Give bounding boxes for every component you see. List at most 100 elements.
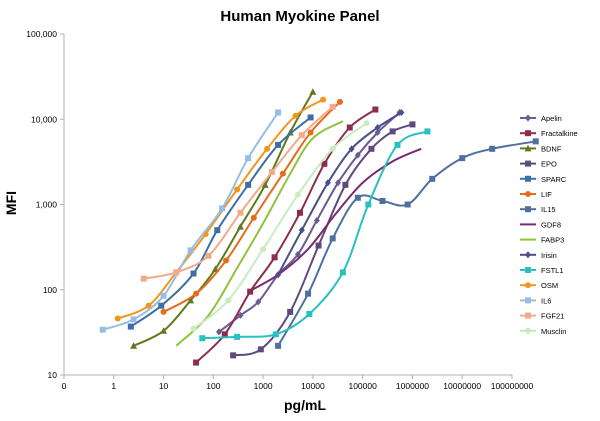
x-tick-label: 1000000 bbox=[396, 381, 429, 391]
series-epo bbox=[230, 121, 416, 359]
data-point-musclin bbox=[225, 297, 232, 304]
data-point-il15 bbox=[429, 175, 436, 182]
series-line-fractalkine bbox=[195, 108, 376, 364]
x-tick-label: 100000000 bbox=[491, 381, 534, 391]
legend-label: IL6 bbox=[541, 296, 551, 305]
data-point-apelin bbox=[237, 311, 244, 319]
data-point-musclin bbox=[294, 191, 301, 198]
y-tick-label: 1,000 bbox=[36, 200, 58, 210]
data-point-fgf21 bbox=[173, 269, 180, 276]
data-point-bdnf bbox=[160, 327, 168, 334]
data-point-lif bbox=[223, 257, 230, 264]
legend-item-musclin: Musclin bbox=[520, 327, 566, 336]
data-point-lif bbox=[250, 214, 257, 221]
legend-item-epo: EPO bbox=[520, 160, 557, 169]
x-tick-label: 100 bbox=[206, 381, 220, 391]
data-point-il15 bbox=[532, 138, 539, 145]
data-point-osm bbox=[114, 315, 121, 322]
series-fractalkine bbox=[193, 106, 379, 366]
legend-label: Irisin bbox=[541, 251, 557, 260]
data-point-bdnf bbox=[236, 223, 244, 230]
series-fabp3 bbox=[175, 120, 344, 347]
data-point-fgf21 bbox=[205, 252, 212, 259]
data-point-epo bbox=[257, 346, 264, 353]
data-point-irisin bbox=[324, 179, 331, 187]
data-point-bdnf bbox=[286, 128, 294, 136]
data-point-il6 bbox=[160, 292, 167, 299]
legend-swatch-marker bbox=[525, 191, 531, 197]
data-point-apelin bbox=[216, 328, 223, 336]
data-point-apelin bbox=[354, 151, 361, 159]
data-point-epo bbox=[315, 242, 322, 249]
data-point-apelin bbox=[374, 128, 381, 136]
data-point-fstl1 bbox=[272, 331, 279, 338]
x-tick-label: 10 bbox=[159, 381, 169, 391]
legend-swatch-marker bbox=[525, 251, 531, 259]
legend-swatch-marker bbox=[525, 267, 531, 273]
data-point-epo bbox=[409, 121, 416, 128]
data-point-il15 bbox=[459, 155, 466, 162]
data-point-fgf21 bbox=[268, 169, 275, 176]
y-tick-label: 10,000 bbox=[31, 114, 57, 124]
series-line-fstl1 bbox=[202, 130, 428, 340]
legend-item-fgf21: FGF21 bbox=[520, 312, 564, 321]
data-point-irisin bbox=[374, 124, 381, 132]
data-point-apelin bbox=[335, 179, 342, 187]
data-point-apelin bbox=[255, 298, 262, 306]
series-musclin bbox=[190, 120, 370, 332]
series-line-il15 bbox=[277, 140, 536, 347]
legend-label: SPARC bbox=[541, 175, 567, 184]
data-point-bdnf bbox=[130, 342, 138, 349]
series-line-apelin bbox=[218, 111, 401, 333]
data-point-epo bbox=[230, 352, 237, 359]
series-line-musclin bbox=[192, 122, 368, 330]
data-point-lif bbox=[336, 98, 343, 105]
data-point-il6 bbox=[187, 247, 194, 254]
legend-swatch-marker bbox=[525, 312, 531, 319]
data-point-fractalkine bbox=[346, 124, 353, 131]
series-il15 bbox=[275, 138, 539, 349]
data-point-fgf21 bbox=[237, 209, 244, 216]
data-point-osm bbox=[145, 302, 152, 309]
data-point-il6 bbox=[130, 316, 137, 323]
legend-label: BDNF bbox=[541, 144, 562, 153]
data-point-irisin bbox=[398, 108, 405, 116]
data-point-bdnf bbox=[309, 88, 317, 95]
data-point-sparc bbox=[245, 181, 252, 188]
y-ticks: 10 100 1,000 10,000 100,000 bbox=[26, 29, 64, 380]
data-point-sparc bbox=[158, 302, 165, 309]
legend-swatch-marker bbox=[525, 130, 531, 137]
legend-item-fractalkine: Fractalkine bbox=[520, 129, 578, 138]
data-point-il15 bbox=[354, 194, 361, 201]
data-point-fractalkine bbox=[321, 160, 328, 167]
data-point-sparc bbox=[275, 141, 282, 148]
legend-item-il15: IL15 bbox=[520, 205, 556, 214]
legend: Apelin Fractalkine BDNF EPO SPARC LIF IL15 GDF8… bbox=[520, 114, 578, 336]
data-point-irisin bbox=[298, 226, 305, 234]
data-point-fstl1 bbox=[424, 128, 431, 135]
data-point-fractalkine bbox=[372, 106, 379, 113]
legend-label: Musclin bbox=[541, 327, 566, 336]
legend-item-sparc: SPARC bbox=[520, 175, 567, 184]
chart-title: Human Myokine Panel bbox=[220, 8, 379, 25]
data-point-sparc bbox=[127, 323, 134, 330]
legend-swatch-marker bbox=[525, 297, 531, 304]
legend-label: Apelin bbox=[541, 114, 562, 123]
legend-label: LIF bbox=[541, 190, 552, 199]
data-point-il15 bbox=[275, 342, 282, 349]
data-point-epo bbox=[287, 308, 294, 315]
data-point-il6 bbox=[245, 155, 252, 162]
data-point-apelin bbox=[294, 250, 301, 258]
legend-label: Fractalkine bbox=[541, 129, 578, 138]
x-tick-label: 10000 bbox=[301, 381, 325, 391]
legend-label: OSM bbox=[541, 281, 558, 290]
data-point-fstl1 bbox=[306, 310, 313, 317]
legend-swatch-marker bbox=[524, 144, 532, 152]
data-point-sparc bbox=[190, 270, 197, 277]
data-point-bdnf bbox=[187, 296, 195, 304]
legend-item-lif: LIF bbox=[520, 190, 552, 199]
data-point-epo bbox=[389, 128, 396, 135]
data-point-lif bbox=[279, 170, 286, 177]
legend-swatch-marker bbox=[525, 282, 531, 289]
